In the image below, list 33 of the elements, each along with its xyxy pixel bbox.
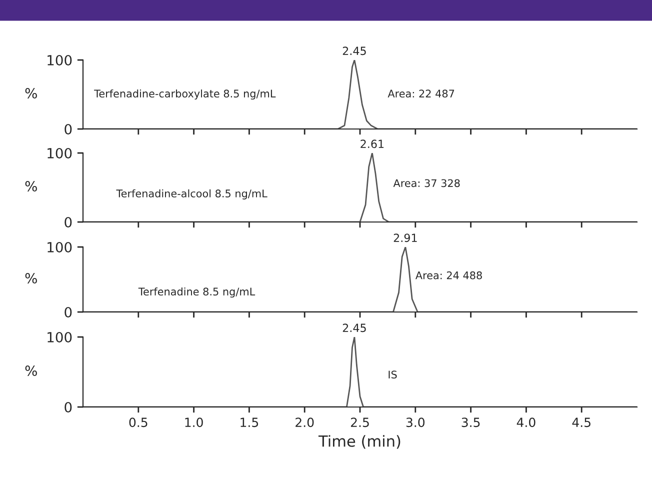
- x-tick-label: 2.0: [296, 418, 314, 428]
- x-tick-label: 3.5: [462, 418, 480, 428]
- y-tick-label: 100: [48, 54, 72, 66]
- y-tick-label: 0: [64, 216, 72, 228]
- y-tick-label: 100: [48, 332, 72, 342]
- x-tick-label: 0.5: [129, 418, 148, 428]
- annotation: Terfenadine 8.5 ng/mL: [138, 287, 256, 298]
- x-tick-label: 4.5: [572, 418, 590, 428]
- y-tick-label: 100: [48, 148, 72, 158]
- y-axis-title: %: [25, 366, 37, 376]
- annotation: Terfenadine-carboxylate 8.5 ng/mL: [94, 89, 276, 100]
- x-axis-title: Time (min): [318, 435, 400, 449]
- x-tick-label: 3.0: [406, 418, 425, 428]
- y-tick-label: 0: [64, 124, 72, 134]
- y-tick-label: 0: [64, 306, 72, 318]
- annotation: Area: 24 488: [415, 271, 482, 280]
- annotation: Area: 37 328: [393, 179, 460, 188]
- y-tick-label: 0: [64, 402, 72, 412]
- x-tick-label: 4.0: [516, 418, 536, 428]
- annotation: 2.61: [360, 140, 384, 148]
- y-axis-title: %: [25, 273, 37, 284]
- annotation: 2.45: [342, 324, 366, 332]
- y-axis-title: %: [25, 88, 37, 99]
- y-tick-label: 100: [48, 242, 72, 252]
- x-tick-label: 1.0: [185, 418, 203, 428]
- annotation: Area: 22 487: [388, 90, 454, 98]
- annotation: 2.45: [342, 46, 366, 56]
- annotation: IS: [388, 370, 397, 379]
- annotation: Terfenadine-alcool 8.5 ng/mL: [116, 189, 268, 200]
- x-tick-label: 2.5: [350, 418, 369, 428]
- x-tick-label: 1.5: [240, 418, 258, 428]
- y-axis-title: %: [25, 181, 37, 192]
- annotation: 2.91: [394, 234, 417, 242]
